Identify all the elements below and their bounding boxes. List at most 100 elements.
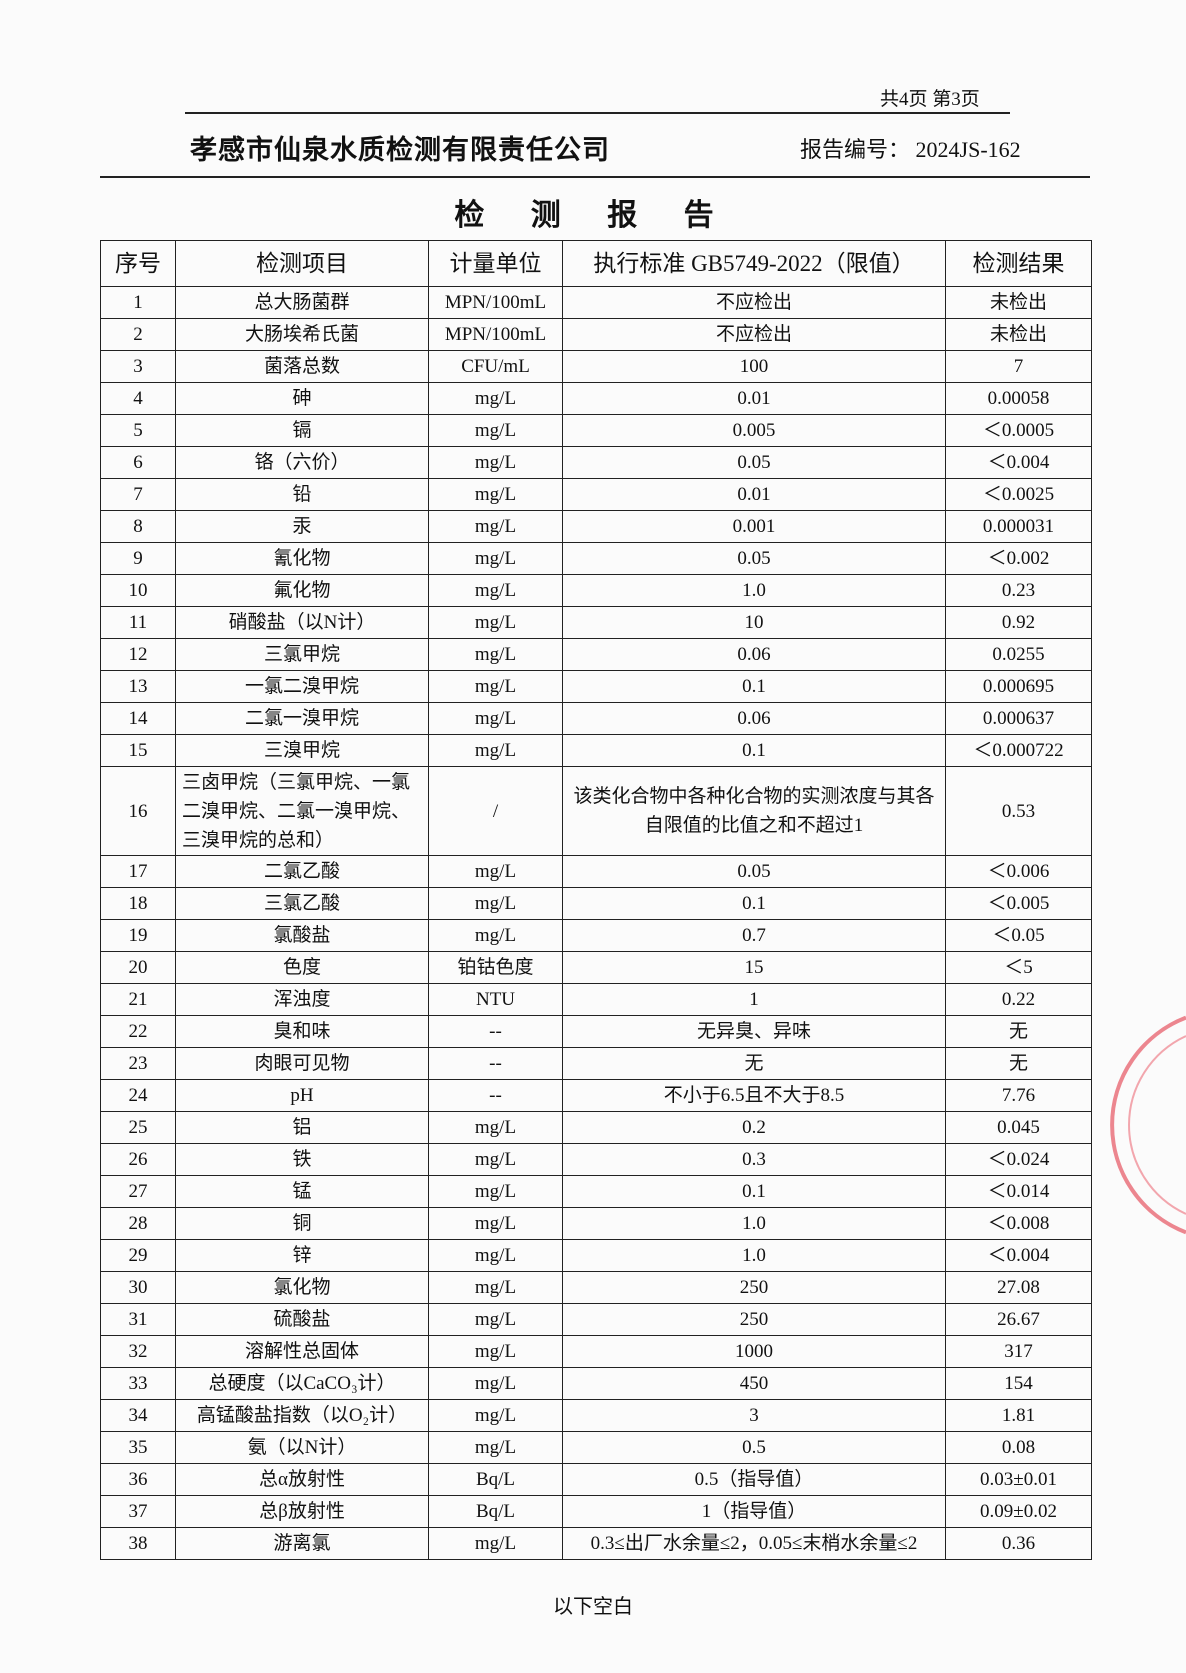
unit: mg/L bbox=[428, 1111, 563, 1144]
test-item: pH bbox=[175, 1079, 429, 1112]
test-item: 二氯乙酸 bbox=[175, 855, 429, 888]
test-result: 317 bbox=[945, 1335, 1092, 1368]
test-item: 游离氯 bbox=[175, 1527, 429, 1560]
standard-limit: 0.3≤出厂水余量≤2，0.05≤末梢水余量≤2 bbox=[562, 1527, 946, 1560]
row-number: 1 bbox=[100, 286, 176, 319]
row-number: 13 bbox=[100, 670, 176, 703]
table-row: 28 铜 mg/L 1.0 ＜0.008 bbox=[100, 1207, 1092, 1240]
standard-limit: 1000 bbox=[562, 1335, 946, 1368]
row-number: 35 bbox=[100, 1431, 176, 1464]
report-number: 报告编号： 2024JS-162 bbox=[800, 132, 1021, 164]
test-result: ＜0.005 bbox=[945, 887, 1092, 920]
test-item: 氨（以N计） bbox=[175, 1431, 429, 1464]
row-number: 9 bbox=[100, 542, 176, 575]
test-item: 硫酸盐 bbox=[175, 1303, 429, 1336]
report-no-value: 2024JS-162 bbox=[915, 137, 1021, 162]
test-result: 无 bbox=[945, 1047, 1092, 1080]
row-number: 11 bbox=[100, 606, 176, 639]
test-item: 总大肠菌群 bbox=[175, 286, 429, 319]
test-result: 7.76 bbox=[945, 1079, 1092, 1112]
table-row: 30 氯化物 mg/L 250 27.08 bbox=[100, 1271, 1092, 1304]
unit: -- bbox=[428, 1015, 563, 1048]
unit: 铂钴色度 bbox=[428, 951, 563, 984]
table-row: 6 铬（六价） mg/L 0.05 ＜0.004 bbox=[100, 446, 1092, 479]
test-item: 溶解性总固体 bbox=[175, 1335, 429, 1368]
row-number: 29 bbox=[100, 1239, 176, 1272]
test-item: 浑浊度 bbox=[175, 983, 429, 1016]
company-name: 孝感市仙泉水质检测有限责任公司 bbox=[190, 135, 610, 166]
standard-limit: 0.005 bbox=[562, 414, 946, 447]
table-row: 23 肉眼可见物 -- 无无 bbox=[100, 1047, 1092, 1080]
standard-limit: 该类化合物中各种化合物的实测浓度与其各自限值的比值之和不超过1 bbox=[562, 766, 946, 856]
table-row: 26 铁 mg/L 0.3 ＜0.024 bbox=[100, 1143, 1092, 1176]
test-item: 汞 bbox=[175, 510, 429, 543]
page-info: 共4页 第3页 bbox=[880, 89, 980, 110]
seal-outer-ring bbox=[1110, 1015, 1186, 1235]
table-row: 10 氟化物 mg/L 1.0 0.23 bbox=[100, 574, 1092, 607]
test-item: 二氯一溴甲烷 bbox=[175, 702, 429, 735]
standard-limit: 无 bbox=[562, 1047, 946, 1080]
results-table: 序号 检测项目 计量单位 执行标准 GB5749-2022（限值） 检测结果 1… bbox=[100, 240, 1092, 1560]
unit: MPN/100mL bbox=[428, 318, 563, 351]
test-result: 0.23 bbox=[945, 574, 1092, 607]
row-number: 37 bbox=[100, 1495, 176, 1528]
test-result: 0.22 bbox=[945, 983, 1092, 1016]
unit: mg/L bbox=[428, 1175, 563, 1208]
standard-limit: 0.3 bbox=[562, 1143, 946, 1176]
row-number: 22 bbox=[100, 1015, 176, 1048]
table-row: 27 锰 mg/L 0.1 ＜0.014 bbox=[100, 1175, 1092, 1208]
test-item: 三氯甲烷 bbox=[175, 638, 429, 671]
test-item: 臭和味 bbox=[175, 1015, 429, 1048]
unit: / bbox=[428, 766, 563, 856]
row-number: 20 bbox=[100, 951, 176, 984]
table-header: 序号 检测项目 计量单位 执行标准 GB5749-2022（限值） 检测结果 bbox=[100, 240, 1092, 287]
standard-limit: 0.001 bbox=[562, 510, 946, 543]
test-result: 27.08 bbox=[945, 1271, 1092, 1304]
test-item: 砷 bbox=[175, 382, 429, 415]
seal-inner-ring bbox=[1128, 1035, 1186, 1215]
test-result: 7 bbox=[945, 350, 1092, 383]
row-number: 21 bbox=[100, 983, 176, 1016]
row-number: 2 bbox=[100, 318, 176, 351]
table-row: 4 砷 mg/L 0.01 0.00058 bbox=[100, 382, 1092, 415]
unit: mg/L bbox=[428, 414, 563, 447]
table-row: 21 浑浊度 NTU 1 0.22 bbox=[100, 983, 1092, 1016]
test-item: 总α放射性 bbox=[175, 1463, 429, 1496]
test-result: ＜0.008 bbox=[945, 1207, 1092, 1240]
standard-limit: 10 bbox=[562, 606, 946, 639]
unit: mg/L bbox=[428, 638, 563, 671]
table-row: 35 氨（以N计） mg/L 0.5 0.08 bbox=[100, 1431, 1092, 1464]
standard-limit: 0.01 bbox=[562, 382, 946, 415]
row-number: 34 bbox=[100, 1399, 176, 1432]
unit: mg/L bbox=[428, 1143, 563, 1176]
test-result: ＜0.0025 bbox=[945, 478, 1092, 511]
unit: mg/L bbox=[428, 734, 563, 767]
test-item: 高锰酸盐指数（以O₂计） bbox=[175, 1399, 429, 1432]
test-item: 镉 bbox=[175, 414, 429, 447]
table-row: 37 总β放射性 Bq/L 1（指导值） 0.09±0.02 bbox=[100, 1495, 1092, 1528]
unit: mg/L bbox=[428, 1431, 563, 1464]
row-number: 17 bbox=[100, 855, 176, 888]
unit: mg/L bbox=[428, 887, 563, 920]
table-row: 25 铝 mg/L 0.2 0.045 bbox=[100, 1111, 1092, 1144]
test-item: 总β放射性 bbox=[175, 1495, 429, 1528]
row-number: 38 bbox=[100, 1527, 176, 1560]
unit: Bq/L bbox=[428, 1495, 563, 1528]
standard-limit: 0.01 bbox=[562, 478, 946, 511]
test-item: 肉眼可见物 bbox=[175, 1047, 429, 1080]
test-result: 0.08 bbox=[945, 1431, 1092, 1464]
standard-limit: 不应检出 bbox=[562, 318, 946, 351]
test-result: 0.000695 bbox=[945, 670, 1092, 703]
standard-limit: 15 bbox=[562, 951, 946, 984]
test-item: 锌 bbox=[175, 1239, 429, 1272]
row-number: 16 bbox=[100, 766, 176, 856]
standard-limit: 0.06 bbox=[562, 702, 946, 735]
test-item: 氯酸盐 bbox=[175, 919, 429, 952]
col-header: 执行标准 GB5749-2022（限值） bbox=[562, 240, 946, 287]
test-result: 0.92 bbox=[945, 606, 1092, 639]
test-item: 三氯乙酸 bbox=[175, 887, 429, 920]
test-result: 0.0255 bbox=[945, 638, 1092, 671]
table-row: 24 pH -- 不小于6.5且不大于8.5 7.76 bbox=[100, 1079, 1092, 1112]
unit: mg/L bbox=[428, 1399, 563, 1432]
table-row: 11 硝酸盐（以N计） mg/L 10 0.92 bbox=[100, 606, 1092, 639]
